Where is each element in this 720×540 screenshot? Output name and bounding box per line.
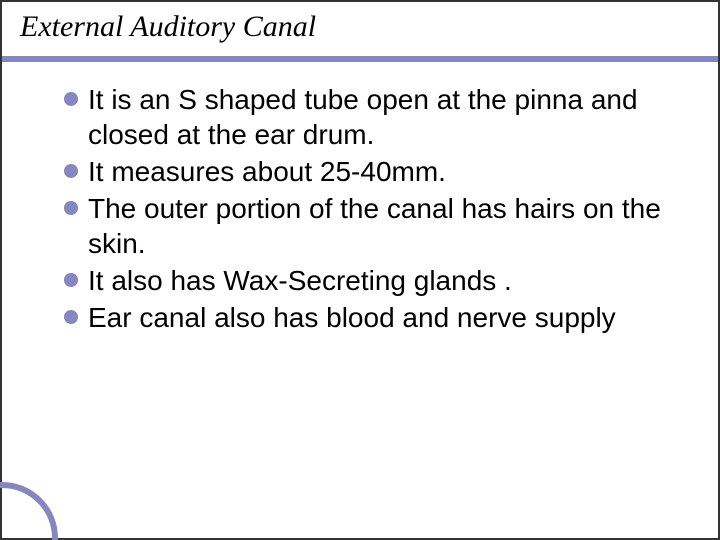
bullet-text: The outer portion of the canal has hairs… bbox=[88, 191, 668, 261]
title-underline bbox=[2, 56, 718, 62]
bullet-icon bbox=[64, 201, 78, 215]
corner-arc-decoration bbox=[0, 482, 58, 540]
slide-title: External Auditory Canal bbox=[20, 10, 700, 44]
body-region: It is an S shaped tube open at the pinna… bbox=[64, 82, 668, 337]
list-item: It measures about 25-40mm. bbox=[64, 154, 668, 189]
bullet-icon bbox=[64, 273, 78, 287]
bullet-text: Ear canal also has blood and nerve suppl… bbox=[88, 300, 616, 335]
title-region: External Auditory Canal bbox=[20, 10, 700, 44]
list-item: It also has Wax-Secreting glands . bbox=[64, 263, 668, 298]
list-item: It is an S shaped tube open at the pinna… bbox=[64, 82, 668, 152]
bullet-text: It is an S shaped tube open at the pinna… bbox=[88, 82, 668, 152]
slide-container: External Auditory Canal It is an S shape… bbox=[0, 0, 720, 540]
bullet-text: It measures about 25-40mm. bbox=[88, 154, 446, 189]
list-item: Ear canal also has blood and nerve suppl… bbox=[64, 300, 668, 335]
list-item: The outer portion of the canal has hairs… bbox=[64, 191, 668, 261]
bullet-icon bbox=[64, 164, 78, 178]
bullet-text: It also has Wax-Secreting glands . bbox=[88, 263, 512, 298]
bullet-icon bbox=[64, 310, 78, 324]
bullet-icon bbox=[64, 92, 78, 106]
